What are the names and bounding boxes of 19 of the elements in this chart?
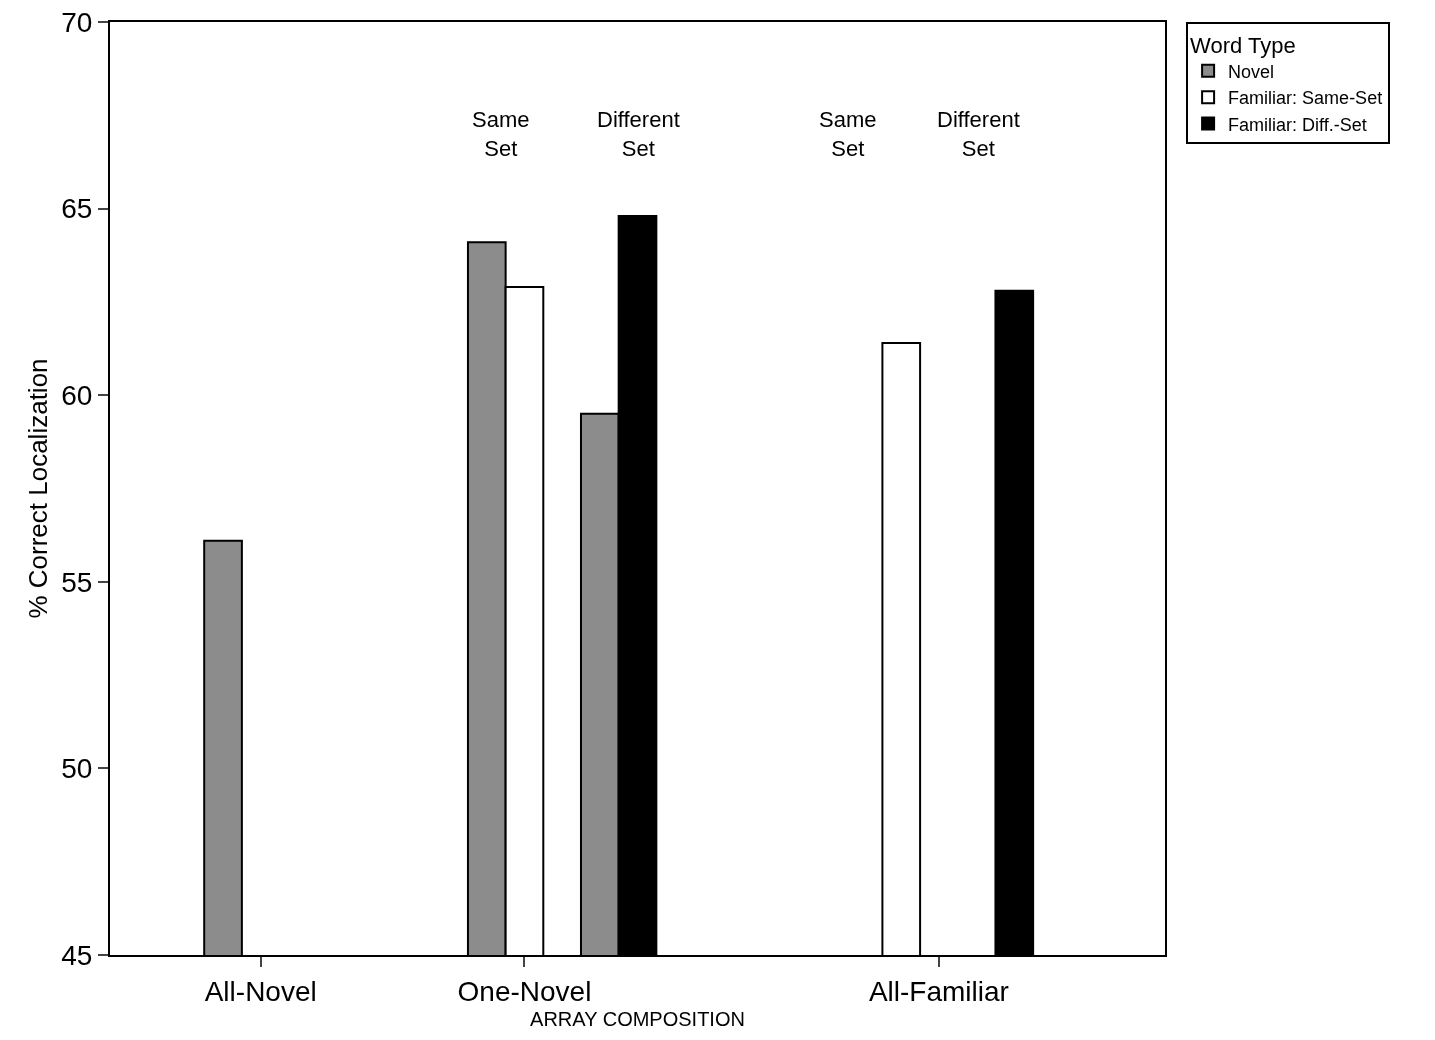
- annotation: Different Set: [597, 107, 680, 161]
- annotation: Different Set: [937, 107, 1020, 161]
- x-tick-label: One-Novel: [457, 975, 592, 1007]
- y-tick-label: 45: [61, 939, 93, 971]
- x-tick-label: All-Familiar: [868, 975, 1009, 1007]
- y-axis-title: % Correct Localization: [23, 358, 53, 619]
- y-tick-label: 55: [61, 566, 93, 598]
- annotation: Same Set: [819, 107, 877, 161]
- legend-title: Word Type: [1190, 32, 1296, 58]
- legend-label: Novel: [1228, 61, 1275, 82]
- x-tick-label: All-Novel: [204, 975, 317, 1007]
- legend-label: Familiar: Same-Set: [1228, 88, 1383, 109]
- legend-label: Familiar: Diff.-Set: [1228, 114, 1367, 135]
- y-tick-label: 70: [61, 6, 93, 38]
- y-tick-label: 65: [61, 193, 93, 225]
- y-tick-label: 60: [61, 380, 93, 411]
- x-axis-title: ARRAY COMPOSITION: [530, 1007, 745, 1030]
- annotation: Same Set: [472, 107, 530, 161]
- y-tick-label: 50: [61, 753, 93, 785]
